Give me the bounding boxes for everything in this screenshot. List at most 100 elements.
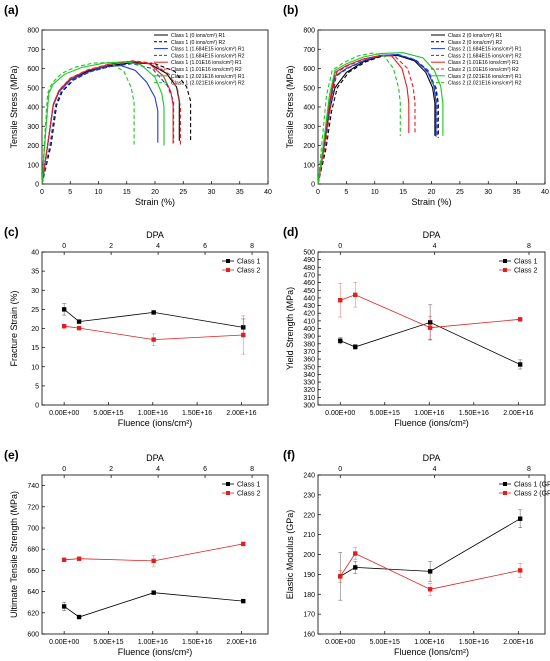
chart-panel-3: (d) 0.00E+00 5.00E+15 1.00E+16 1.50E+16 2.00E… bbox=[283, 225, 546, 428]
x-tick-label: 0.00E+00 bbox=[49, 410, 79, 417]
y-tick-label: 25 bbox=[31, 307, 39, 314]
y-tick-label: 440 bbox=[303, 295, 315, 302]
legend-label: Class 1 (2.021E16 ions/cm²) R2 bbox=[171, 81, 245, 87]
y-tick-label: 300 bbox=[27, 124, 39, 131]
series-line-0 bbox=[41, 62, 180, 185]
y-tick-label: 310 bbox=[303, 395, 315, 402]
data-point bbox=[151, 310, 156, 315]
x-tick-label: 15 bbox=[123, 189, 131, 196]
data-point bbox=[427, 587, 433, 592]
chart-panel-5: (f) 0.00E+00 5.00E+15 1.00E+16 1.50E+16 2.00E… bbox=[283, 448, 550, 657]
y-tick-label: 600 bbox=[27, 632, 39, 639]
y-tick-label: 35 bbox=[31, 269, 39, 276]
data-point bbox=[427, 325, 433, 330]
x-axis-label: Fluence (ions/cm²) bbox=[394, 418, 469, 428]
x-axis-label: Fluence (ions/cm²) bbox=[118, 647, 193, 657]
dpa-tick-label: 0 bbox=[62, 243, 66, 250]
series-line-6 bbox=[41, 61, 165, 185]
dpa-axis-label: DPA bbox=[423, 453, 441, 463]
y-tick-label: 460 bbox=[303, 280, 315, 287]
panel-label: (b) bbox=[283, 3, 298, 17]
legend-label: Class 1 (GPa) bbox=[514, 482, 550, 489]
y-axis-label: Tensile Stress (MPa) bbox=[285, 65, 295, 148]
y-tick-label: 170 bbox=[303, 612, 315, 619]
dpa-tick-label: 4 bbox=[433, 466, 437, 473]
data-point bbox=[151, 558, 156, 564]
plot-frame bbox=[317, 474, 546, 635]
x-tick-label: 5.00E+15 bbox=[93, 639, 123, 646]
y-tick-label: 400 bbox=[303, 326, 315, 333]
x-axis-label: Fluence (Ions/cm²) bbox=[394, 647, 469, 657]
y-tick-label: 300 bbox=[303, 124, 315, 131]
y-tick-label: 180 bbox=[303, 592, 315, 599]
data-point bbox=[338, 574, 343, 579]
data-point bbox=[76, 556, 82, 561]
dpa-tick-label: 6 bbox=[203, 243, 207, 250]
y-tick-label: 200 bbox=[303, 552, 315, 559]
y-tick-label: 480 bbox=[303, 265, 315, 272]
series-line-5 bbox=[41, 60, 181, 185]
legend-marker bbox=[503, 482, 507, 486]
legend-marker bbox=[226, 268, 230, 272]
series-line-1 bbox=[340, 294, 521, 329]
data-point bbox=[353, 565, 358, 570]
legend-label: Class 2 (2.021E16 ions/cm²) R1 bbox=[448, 74, 522, 80]
series-line-0 bbox=[63, 592, 244, 618]
legend-label: Class 2 (0 ions/cm²) R2 bbox=[448, 40, 502, 46]
y-tick-label: 20 bbox=[31, 326, 39, 333]
y-tick-label: 200 bbox=[303, 143, 315, 150]
x-axis-label: Fluence (ions/cm²) bbox=[118, 418, 193, 428]
dpa-tick-label: 2 bbox=[109, 466, 113, 473]
y-tick-label: 500 bbox=[27, 85, 39, 92]
data-point bbox=[76, 614, 82, 620]
chart-panel-1: (b)0 5 10 15 20 25 30 35 40010020030040050060070… bbox=[283, 3, 549, 207]
y-tick-label: 0 bbox=[35, 403, 39, 410]
legend-label: Class 1 (1.684E15 ions/cm²) R1 bbox=[171, 47, 245, 53]
legend-label: Class 2 (1.684E15 ions/cm²) R2 bbox=[448, 53, 522, 59]
x-tick-label: 2.00E+16 bbox=[226, 639, 256, 646]
x-tick-label: 1.50E+16 bbox=[459, 410, 489, 417]
x-tick-label: 2.00E+16 bbox=[503, 639, 533, 646]
y-tick-label: 320 bbox=[303, 387, 315, 394]
series-line-7 bbox=[317, 52, 401, 185]
x-tick-label: 10 bbox=[95, 189, 103, 196]
series-line-5 bbox=[317, 54, 416, 185]
data-point bbox=[427, 569, 433, 574]
data-point bbox=[61, 557, 67, 562]
legend-label: Class 1 (1.01E16 ions/cm²) R2 bbox=[171, 67, 242, 73]
legend-label: Class 2 bbox=[237, 491, 260, 498]
chart-panel-2: (c) 0.00E+00 5.00E+15 1.00E+16 1.50E+16 2.00E… bbox=[4, 225, 269, 428]
y-tick-label: 700 bbox=[303, 47, 315, 54]
y-tick-label: 400 bbox=[303, 105, 315, 112]
legend-label: Class 1 (0 ions/cm²) R2 bbox=[171, 40, 225, 46]
legend-label: Class 1 (1.684E15 ions/cm²) R2 bbox=[171, 53, 245, 59]
y-tick-label: 100 bbox=[27, 162, 39, 169]
chart-panel-0: (a)0 5 10 15 20 25 30 35 40010020030040050060070… bbox=[4, 3, 272, 207]
y-axis-label: Ultimate Tensile Strength (MPa) bbox=[9, 491, 19, 618]
plot-frame bbox=[41, 474, 269, 635]
x-tick-label: 15 bbox=[399, 189, 407, 196]
legend-label: Class 2 (0 ions/cm²) R1 bbox=[448, 33, 502, 39]
legend-marker bbox=[503, 268, 507, 272]
y-tick-label: 210 bbox=[303, 532, 315, 539]
data-point bbox=[338, 338, 343, 343]
dpa-tick-label: 0 bbox=[62, 466, 66, 473]
data-point bbox=[76, 325, 82, 331]
y-tick-label: 5 bbox=[35, 383, 39, 390]
x-axis-label: Strain (%) bbox=[411, 197, 451, 207]
panel-label: (f) bbox=[283, 448, 295, 462]
y-tick-label: 500 bbox=[303, 250, 315, 257]
dpa-tick-label: 0 bbox=[338, 466, 342, 473]
y-tick-label: 420 bbox=[303, 311, 315, 318]
y-tick-label: 230 bbox=[303, 492, 315, 499]
x-tick-label: 35 bbox=[236, 189, 244, 196]
y-tick-label: 300 bbox=[303, 403, 315, 410]
x-tick-label: 1.50E+16 bbox=[459, 639, 489, 646]
y-axis-label: Elastic Modulus (GPa) bbox=[285, 510, 295, 600]
y-tick-label: 350 bbox=[303, 364, 315, 371]
x-tick-label: 5.00E+15 bbox=[370, 410, 400, 417]
series-line-1 bbox=[64, 325, 244, 341]
x-tick-label: 0.00E+00 bbox=[325, 410, 355, 417]
dpa-axis-label: DPA bbox=[146, 230, 164, 240]
